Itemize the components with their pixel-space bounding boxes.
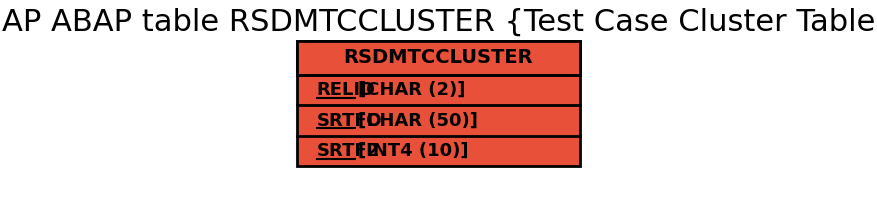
Text: [CHAR (50)]: [CHAR (50)] <box>358 112 478 130</box>
Text: RSDMTCCLUSTER: RSDMTCCLUSTER <box>344 48 533 67</box>
Text: SRTFD: SRTFD <box>317 112 382 130</box>
Text: SRTF2: SRTF2 <box>317 142 380 160</box>
FancyBboxPatch shape <box>297 41 580 166</box>
FancyBboxPatch shape <box>297 41 580 75</box>
Text: [CHAR (2)]: [CHAR (2)] <box>358 81 465 99</box>
Text: SAP ABAP table RSDMTCCLUSTER {Test Case Cluster Table}: SAP ABAP table RSDMTCCLUSTER {Test Case … <box>0 7 877 36</box>
Text: RELID: RELID <box>317 81 375 99</box>
Text: [INT4 (10)]: [INT4 (10)] <box>358 142 468 160</box>
